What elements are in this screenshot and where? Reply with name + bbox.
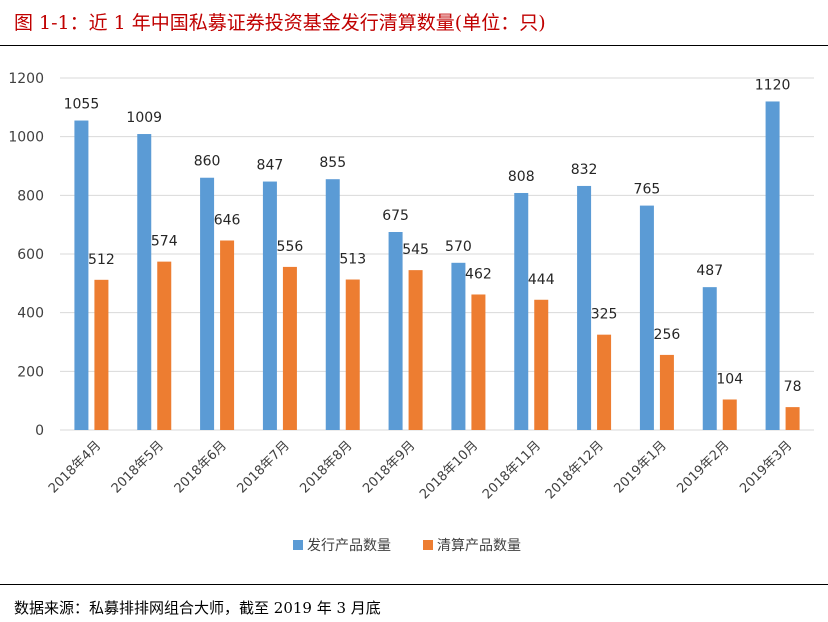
legend-label-issued: 发行产品数量 (307, 538, 391, 554)
legend-label-liquidated: 清算产品数量 (437, 538, 521, 554)
data-label-issued: 765 (634, 182, 661, 198)
bar-liquidated (534, 299, 549, 430)
bar-liquidated (471, 294, 486, 430)
bar-issued (514, 192, 529, 430)
data-label-issued: 847 (257, 158, 284, 174)
bar-liquidated (722, 399, 737, 430)
x-axis-ticks: 2018年4月 2018年5月 2018年6月 2018年7月 2018年8月 2018年… (46, 438, 795, 502)
bar-issued (200, 177, 215, 430)
bar-issued (577, 185, 592, 430)
bar-liquidated (345, 279, 360, 430)
legend: 发行产品数量 清算产品数量 (293, 538, 521, 554)
x-tick-label: 2018年8月 (297, 438, 355, 496)
data-label-liquidated: 556 (277, 239, 304, 255)
bar-issued (639, 205, 654, 430)
bar-liquidated (785, 407, 800, 430)
y-tick-label: 600 (17, 247, 44, 263)
bar-liquidated (94, 279, 109, 430)
legend-swatch-issued (293, 540, 303, 550)
data-label-liquidated: 513 (339, 252, 366, 268)
data-label-liquidated: 444 (528, 272, 555, 288)
gridlines (60, 77, 814, 431)
title-divider (0, 45, 828, 46)
x-tick-label: 2019年3月 (737, 438, 795, 496)
x-tick-label: 2018年4月 (46, 438, 104, 496)
bar-liquidated (408, 270, 423, 430)
data-label-issued: 1009 (126, 110, 162, 126)
x-tick-label: 2018年6月 (172, 438, 230, 496)
data-label-issued: 570 (445, 239, 472, 255)
data-label-issued: 487 (696, 263, 723, 279)
y-axis-ticks: 0 200 400 600 800 1000 1200 (8, 71, 44, 439)
data-label-issued: 675 (382, 208, 409, 224)
data-label-liquidated: 256 (654, 327, 681, 343)
data-label-liquidated: 512 (88, 252, 115, 268)
bar-issued (325, 179, 340, 430)
bar-issued (262, 181, 277, 430)
x-tick-label: 2018年9月 (360, 438, 418, 496)
x-tick-label: 2019年2月 (674, 438, 732, 496)
bar-liquidated (220, 240, 235, 430)
data-label-liquidated: 574 (151, 234, 178, 250)
y-tick-label: 200 (17, 364, 44, 380)
y-tick-label: 800 (17, 188, 44, 204)
x-tick-label: 2018年12月 (543, 438, 607, 502)
x-tick-label: 2018年10月 (417, 438, 481, 502)
data-label-issued: 855 (319, 155, 346, 171)
bar-chart: 0 200 400 600 800 1000 1200 1055 512 1009 574 860 6… (8, 71, 814, 554)
data-label-issued: 832 (571, 162, 598, 178)
y-tick-label: 1200 (8, 71, 44, 87)
y-tick-label: 0 (35, 423, 44, 439)
data-label-issued: 1120 (755, 77, 791, 93)
data-label-liquidated: 545 (402, 242, 429, 258)
y-tick-label: 1000 (8, 130, 44, 146)
bar-issued (388, 232, 403, 430)
source-note: 数据来源：私募排排网组合大师，截至 2019 年 3 月底 (14, 599, 381, 617)
bar-issued (451, 262, 466, 430)
data-label-liquidated: 325 (591, 307, 618, 323)
bars (74, 101, 800, 431)
bar-liquidated (659, 354, 674, 430)
x-tick-label: 2018年5月 (109, 438, 167, 496)
page-title: 图 1-1：近 1 年中国私募证券投资基金发行清算数量(单位：只) (14, 12, 546, 34)
bar-liquidated (282, 266, 297, 430)
x-tick-label: 2018年7月 (235, 438, 293, 496)
data-labels: 1055 512 1009 574 860 646 847 556 855 513 675 545 57… (64, 77, 802, 395)
footer-divider (0, 584, 828, 585)
x-tick-label: 2019年1月 (612, 438, 670, 496)
data-label-issued: 1055 (64, 97, 100, 113)
legend-swatch-liquidated (423, 540, 433, 550)
data-label-liquidated: 78 (784, 379, 802, 395)
bar-issued (74, 120, 89, 431)
bar-issued (137, 134, 152, 430)
data-label-liquidated: 462 (465, 266, 492, 282)
bar-issued (765, 101, 780, 430)
data-label-liquidated: 104 (716, 371, 743, 387)
data-label-liquidated: 646 (214, 213, 241, 229)
bar-liquidated (597, 334, 612, 430)
bar-liquidated (157, 261, 172, 430)
data-label-issued: 808 (508, 169, 535, 185)
x-tick-label: 2018年11月 (480, 438, 544, 502)
bar-issued (702, 287, 717, 430)
data-label-issued: 860 (194, 154, 221, 170)
y-tick-label: 400 (17, 306, 44, 322)
